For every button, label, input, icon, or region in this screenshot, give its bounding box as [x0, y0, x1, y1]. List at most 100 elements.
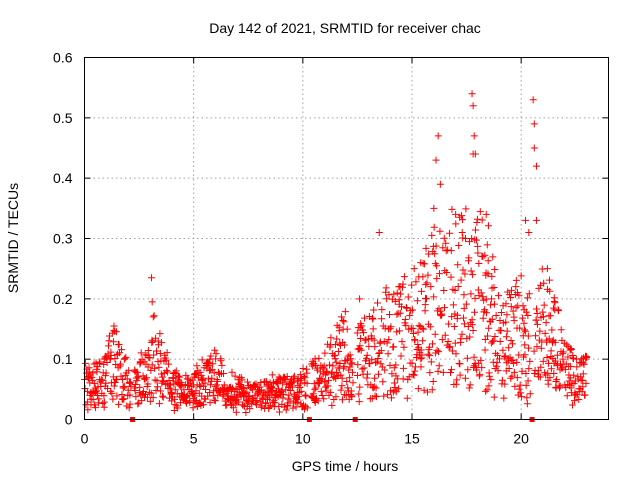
data-point — [348, 359, 356, 367]
data-point — [479, 314, 487, 322]
data-point — [188, 383, 196, 391]
data-point — [420, 325, 428, 333]
data-point — [328, 401, 336, 409]
data-point — [523, 400, 531, 408]
data-point — [163, 367, 171, 375]
y-tick-label: 0.6 — [53, 50, 73, 66]
data-point — [564, 353, 572, 361]
data-point — [399, 375, 407, 383]
data-point — [452, 210, 460, 218]
data-point — [503, 311, 511, 319]
data-point — [393, 289, 401, 297]
data-point — [387, 394, 395, 402]
data-point — [536, 373, 544, 381]
data-point — [218, 361, 226, 369]
data-point — [515, 385, 523, 393]
data-point — [483, 241, 491, 249]
data-point — [344, 384, 352, 392]
data-point — [422, 244, 430, 252]
data-point — [339, 317, 347, 325]
data-point — [500, 394, 508, 402]
data-point — [479, 293, 487, 301]
data-point — [435, 362, 443, 370]
data-point — [131, 380, 139, 388]
data-point — [512, 304, 520, 312]
data-point — [337, 371, 345, 379]
data-point — [303, 379, 311, 387]
data-point — [150, 351, 158, 359]
data-point — [374, 299, 382, 307]
data-point — [536, 327, 544, 335]
data-point — [484, 332, 491, 340]
data-point — [522, 216, 530, 224]
data-point — [518, 393, 526, 401]
data-point — [501, 380, 509, 388]
data-point — [488, 315, 496, 323]
data-point — [228, 368, 236, 376]
data-point — [107, 352, 115, 360]
data-point — [508, 286, 516, 294]
data-point — [220, 369, 228, 377]
data-point — [155, 363, 163, 371]
data-point — [569, 401, 577, 409]
data-point — [403, 394, 411, 402]
data-point — [457, 335, 465, 343]
y-tick-label: 0.5 — [53, 110, 73, 126]
data-point — [170, 380, 178, 388]
data-point — [581, 391, 589, 399]
data-point — [412, 278, 420, 286]
data-point — [468, 321, 476, 329]
data-point — [495, 292, 503, 300]
data-point — [497, 309, 505, 317]
data-point — [559, 348, 567, 356]
data-point — [206, 381, 214, 389]
data-point — [496, 338, 504, 346]
data-point — [534, 367, 542, 375]
data-point — [146, 397, 154, 405]
data-point — [315, 354, 323, 362]
data-point — [243, 388, 251, 396]
data-point — [126, 400, 134, 408]
data-point — [469, 102, 477, 110]
data-point — [408, 359, 416, 367]
data-point — [491, 265, 499, 273]
data-point — [515, 351, 523, 359]
data-point — [83, 387, 91, 395]
data-point — [426, 323, 434, 331]
data-point — [229, 404, 237, 412]
data-point — [518, 367, 526, 375]
data-point — [136, 383, 144, 391]
data-point — [176, 373, 184, 381]
data-point — [521, 327, 529, 335]
data-point — [338, 374, 346, 382]
data-point — [512, 276, 520, 284]
data-point — [421, 301, 429, 309]
data-point — [509, 307, 517, 315]
data-point — [234, 398, 242, 406]
data-point — [478, 364, 486, 372]
data-point — [137, 349, 145, 357]
data-point — [363, 351, 371, 359]
data-point — [454, 282, 462, 290]
data-point — [419, 273, 427, 281]
plot-frame — [84, 57, 609, 420]
data-point — [160, 378, 168, 386]
data-point — [521, 341, 529, 349]
data-point — [104, 350, 112, 358]
data-point — [497, 326, 505, 334]
data-point — [543, 265, 551, 273]
data-point — [370, 336, 378, 344]
data-point — [396, 327, 404, 335]
data-point — [154, 358, 162, 366]
data-point — [552, 378, 560, 386]
data-point — [556, 384, 564, 392]
data-point — [442, 239, 450, 247]
data-point — [580, 360, 588, 368]
data-point — [375, 228, 383, 236]
data-point — [433, 275, 441, 283]
data-point — [507, 293, 515, 301]
data-point — [409, 306, 417, 314]
data-point — [117, 346, 125, 354]
data-point — [452, 350, 460, 358]
data-point — [474, 249, 482, 257]
